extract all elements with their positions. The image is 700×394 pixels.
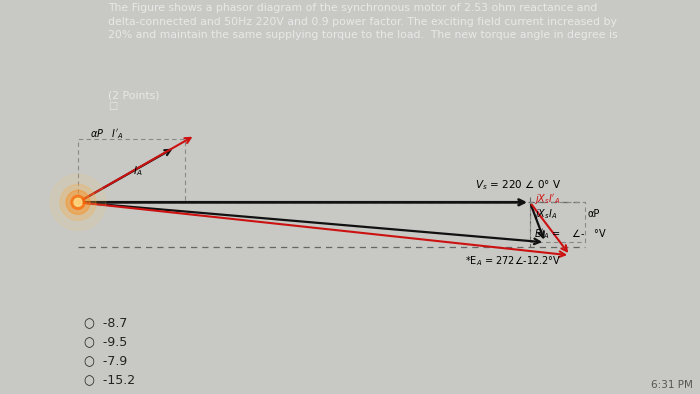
Text: ○  -15.2: ○ -15.2: [84, 373, 135, 386]
Circle shape: [71, 195, 85, 209]
Text: $\alpha P$   $I'_A$: $\alpha P$ $I'_A$: [90, 127, 124, 141]
Text: $jX_sI_A$: $jX_sI_A$: [534, 207, 557, 221]
Text: ○  -10.2: ○ -10.2: [84, 392, 135, 394]
Circle shape: [66, 190, 90, 214]
Text: $I_A$: $I_A$: [133, 164, 143, 178]
Text: αP: αP: [587, 209, 599, 219]
Circle shape: [60, 184, 96, 220]
Text: 6:31 PM: 6:31 PM: [651, 380, 693, 390]
Text: $E'_A$ =    ∠-   °V: $E'_A$ = ∠- °V: [534, 227, 607, 241]
Text: $jX_sI'_A$: $jX_sI'_A$: [534, 192, 561, 206]
Text: ○  -9.5: ○ -9.5: [84, 336, 127, 348]
Text: ○  -7.9: ○ -7.9: [84, 355, 127, 368]
Circle shape: [50, 174, 106, 230]
Text: *E$_{A}$ = 272∠-12.2°V: *E$_{A}$ = 272∠-12.2°V: [465, 254, 561, 268]
Text: $V_s$ = 220 ∠ 0° V: $V_s$ = 220 ∠ 0° V: [475, 178, 561, 192]
Text: □: □: [108, 102, 118, 112]
Text: (2 Points): (2 Points): [108, 91, 160, 100]
Text: The Figure shows a phasor diagram of the synchronous motor of 2.53 ohm reactance: The Figure shows a phasor diagram of the…: [108, 3, 618, 40]
Circle shape: [74, 198, 82, 206]
Text: ○  -8.7: ○ -8.7: [84, 316, 127, 329]
